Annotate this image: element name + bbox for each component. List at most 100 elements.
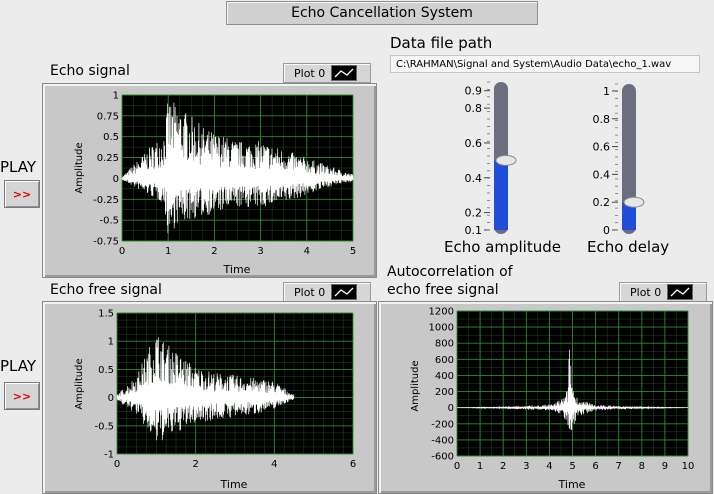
y-tick-label: 1 — [113, 91, 119, 102]
x-tick-label: 4 — [271, 459, 277, 470]
window-title: Echo Cancellation System — [226, 1, 538, 25]
path-label: Data file path — [390, 34, 493, 52]
y-tick-label: 600 — [435, 355, 454, 366]
y-tick-label: -0.5 — [99, 216, 119, 227]
scale-label: 0.2 — [593, 196, 611, 209]
plot-legend-label: Plot 0 — [630, 285, 662, 299]
x-tick-label: 2 — [192, 459, 198, 470]
scale-label: 0.4 — [465, 172, 483, 185]
autocorr-x-ticks: 0 1 2 3 4 5 6 7 8 9 10 — [454, 461, 695, 472]
echo-free-y-axis-label: Amplitude — [74, 358, 85, 409]
play-button-echo-free[interactable]: >> — [4, 382, 40, 410]
y-tick-label: -200 — [431, 419, 454, 430]
x-tick-label: 8 — [639, 461, 645, 472]
scale-label: 0.2 — [465, 207, 483, 220]
scale-label: 0.1 — [465, 224, 483, 237]
x-tick-label: 1 — [477, 461, 483, 472]
scale-label: 0.6 — [465, 137, 483, 150]
x-tick-label: 4 — [304, 246, 310, 257]
delay-slider-track[interactable] — [622, 84, 636, 234]
x-tick-label: 7 — [616, 461, 622, 472]
y-tick-label: 1000 — [429, 323, 454, 334]
scale-label: 0.8 — [593, 113, 611, 126]
autocorr-graph-title-line2: echo free signal — [387, 282, 499, 298]
x-tick-label: 6 — [350, 459, 356, 470]
autocorr-trace — [457, 349, 688, 431]
play-label-1: PLAY — [0, 158, 37, 176]
amplitude-slider-fill — [494, 160, 508, 230]
x-tick-label: 3 — [523, 461, 529, 472]
scale-label: 0.9 — [465, 85, 483, 98]
plot-line-style-icon — [667, 284, 694, 300]
play-arrows-icon: >> — [12, 187, 32, 201]
autocorr-y-axis-label: Amplitude — [410, 360, 421, 411]
echo-plot-legend[interactable]: Plot 0 — [283, 63, 371, 83]
delay-slider-fill — [622, 202, 636, 230]
x-tick-label: 2 — [500, 461, 506, 472]
y-tick-label: 0.5 — [103, 132, 119, 143]
signal-trace — [116, 337, 295, 441]
autocorr-graph: 1200 1000 800 600 400 200 0 -200 -400 -600 0 1 2 3 4 5… — [410, 307, 695, 492]
plot-legend-label: Plot 0 — [294, 285, 326, 299]
echo-trace — [121, 102, 354, 234]
y-tick-label: 1 — [108, 337, 114, 348]
autocorr-plot-legend[interactable]: Plot 0 — [619, 282, 707, 302]
echo-free-x-ticks: 0 2 4 6 — [114, 459, 356, 470]
y-tick-label: -0.5 — [94, 421, 114, 432]
echo-free-graph-title: Echo free signal — [50, 282, 162, 298]
delay-slider-label: Echo delay — [587, 238, 670, 256]
delay-slider-thumb[interactable] — [623, 196, 645, 208]
signal-trace — [457, 349, 688, 431]
x-tick-label: 0 — [114, 459, 120, 470]
play-button-echo[interactable]: >> — [4, 180, 40, 208]
y-tick-label: 800 — [435, 339, 454, 350]
echo-y-axis-label: Amplitude — [74, 142, 85, 193]
y-tick-label: 1.5 — [98, 309, 114, 320]
plot-line-style-icon — [331, 284, 358, 300]
y-tick-label: 0.75 — [97, 111, 119, 122]
x-tick-label: 0 — [119, 246, 125, 257]
plot-legend-label: Plot 0 — [294, 66, 326, 80]
y-tick-label: -1 — [104, 450, 114, 461]
y-tick-label: 0 — [113, 174, 119, 185]
scale-label: 0.6 — [593, 141, 611, 154]
y-tick-label: 1200 — [429, 307, 454, 318]
x-tick-label: 6 — [592, 461, 598, 472]
delay-scale: 1 0.8 0.6 0.4 0.2 0 — [593, 83, 618, 237]
y-tick-label: -600 — [431, 452, 454, 463]
data-file-path-input[interactable]: C:\RAHMAN\Signal and System\Audio Data\e… — [390, 55, 700, 73]
x-tick-label: 9 — [662, 461, 668, 472]
amplitude-slider-thumb[interactable] — [495, 154, 517, 166]
y-tick-label: 200 — [435, 387, 454, 398]
slider-panel: 0.9 0.8 0.6 0.4 0.2 0.1 1 0.8 0.6 0.4 0.2 0 — [465, 81, 645, 237]
y-tick-label: -400 — [431, 435, 454, 446]
y-tick-label: 0.25 — [97, 153, 119, 164]
scale-label: 0.4 — [593, 168, 611, 181]
echo-free-trace — [116, 337, 295, 441]
x-tick-label: 1 — [165, 246, 171, 257]
echo-free-plot-legend[interactable]: Plot 0 — [283, 282, 371, 302]
signal-trace — [121, 102, 354, 234]
play-label-2: PLAY — [0, 357, 37, 375]
echo-free-y-ticks: 1.5 1 0.5 0 -0.5 -1 — [94, 309, 114, 461]
echo-graph-title: Echo signal — [50, 63, 130, 79]
scale-label: 0.8 — [465, 102, 483, 115]
x-tick-label: 2 — [211, 246, 217, 257]
echo-free-graph: 1.5 1 0.5 0 -0.5 -1 0 2 4 6 Time Amplitude — [74, 309, 356, 492]
echo-x-ticks: 0 1 2 3 4 5 — [119, 246, 356, 257]
x-tick-label: 4 — [546, 461, 552, 472]
amplitude-slider-label: Echo amplitude — [444, 238, 561, 256]
plot-line-style-icon — [331, 65, 358, 81]
autocorr-graph-title: Autocorrelation of — [387, 264, 513, 280]
scale-label: 0 — [603, 224, 610, 237]
x-tick-label: 5 — [350, 246, 356, 257]
echo-free-x-axis-label: Time — [220, 478, 248, 491]
amplitude-scale: 0.9 0.8 0.6 0.4 0.2 0.1 — [465, 81, 490, 237]
echo-x-axis-label: Time — [223, 263, 251, 276]
y-tick-label: -0.75 — [93, 237, 119, 248]
y-tick-label: 400 — [435, 371, 454, 382]
autocorr-grid — [456, 310, 689, 457]
y-tick-label: -0.25 — [93, 195, 119, 206]
autocorr-y-ticks: 1200 1000 800 600 400 200 0 -200 -400 -600 — [429, 307, 454, 463]
